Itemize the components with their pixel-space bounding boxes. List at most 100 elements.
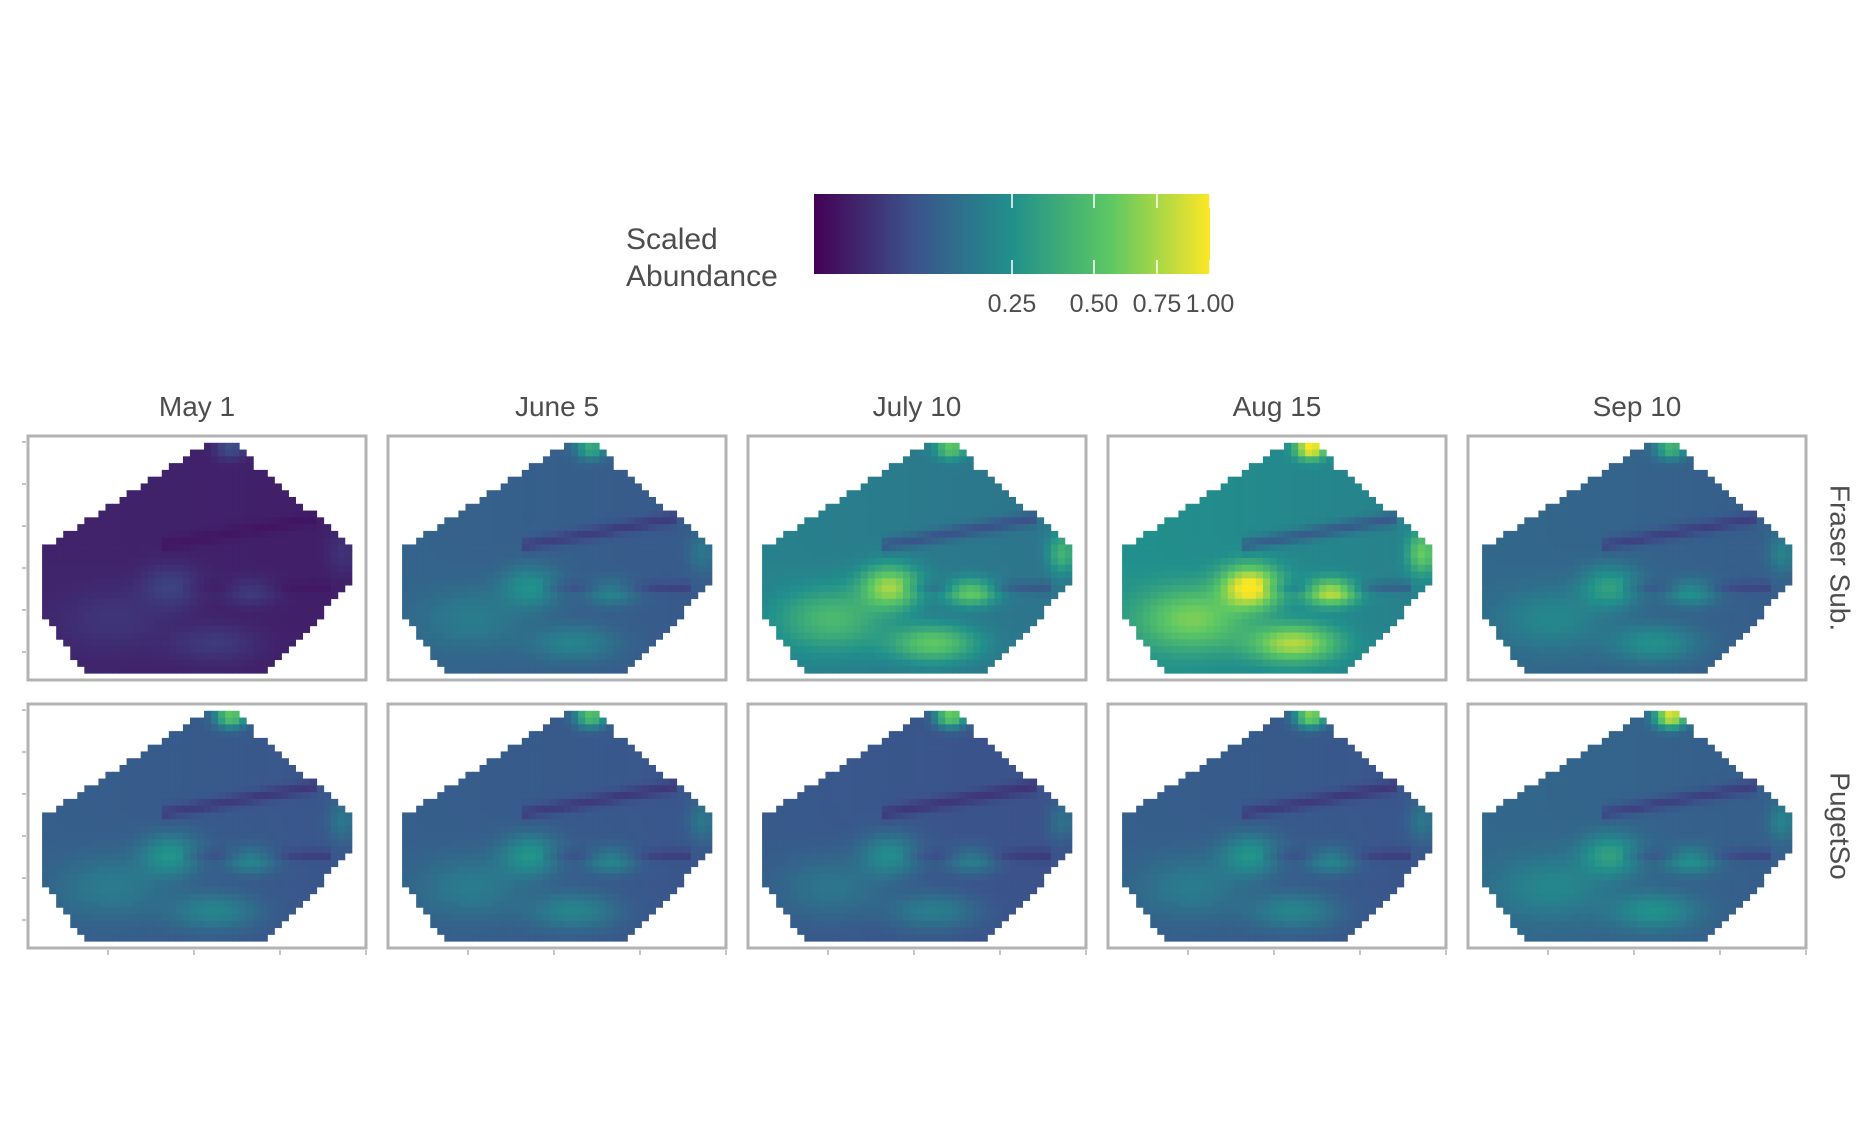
heatmap-cell bbox=[1403, 524, 1412, 532]
heatmap-cell bbox=[197, 558, 205, 566]
heatmap-cell bbox=[1164, 625, 1172, 633]
heatmap-cell bbox=[218, 591, 226, 600]
heatmap-cell bbox=[105, 551, 113, 559]
heatmap-cell bbox=[204, 578, 212, 586]
heatmap-cell bbox=[1234, 483, 1243, 491]
heatmap-cell bbox=[620, 571, 628, 579]
heatmap-cell bbox=[1050, 537, 1059, 545]
heatmap-cell bbox=[790, 530, 798, 539]
heatmap-cell bbox=[874, 578, 883, 586]
heatmap-cell bbox=[952, 619, 960, 627]
heatmap-cell bbox=[811, 585, 819, 593]
heatmap-cell bbox=[302, 612, 311, 620]
heatmap-cell bbox=[1644, 530, 1652, 539]
heatmap-cell bbox=[1171, 612, 1179, 620]
heatmap-cell bbox=[1756, 564, 1765, 572]
heatmap-cell bbox=[634, 639, 642, 647]
heatmap-cell bbox=[1707, 537, 1715, 545]
heatmap-cell bbox=[811, 564, 819, 572]
heatmap-cell bbox=[1029, 551, 1038, 559]
heatmap-cell bbox=[909, 632, 918, 640]
heatmap-cell bbox=[818, 571, 826, 579]
heatmap-cell bbox=[592, 598, 600, 606]
heatmap-cell bbox=[267, 585, 275, 593]
heatmap-cell bbox=[1319, 612, 1327, 620]
heatmap-cell bbox=[860, 646, 869, 654]
heatmap-cell bbox=[1333, 503, 1341, 511]
heatmap-cell bbox=[63, 571, 71, 579]
heatmap-cell bbox=[1178, 578, 1186, 586]
heatmap-cell bbox=[585, 652, 593, 661]
heatmap-cell bbox=[161, 476, 170, 484]
heatmap-cell bbox=[994, 612, 1002, 620]
heatmap-cell bbox=[1305, 517, 1313, 525]
heatmap-cell bbox=[1234, 530, 1243, 539]
heatmap-cell bbox=[924, 578, 932, 586]
heatmap-cell bbox=[938, 517, 946, 525]
heatmap-cell bbox=[1312, 619, 1320, 627]
heatmap-cell bbox=[959, 659, 967, 667]
heatmap-cell bbox=[182, 456, 191, 464]
heatmap-cell bbox=[860, 564, 869, 572]
heatmap-cell bbox=[197, 544, 205, 552]
heatmap-cell bbox=[161, 490, 170, 498]
heatmap-cell bbox=[811, 659, 819, 667]
heatmap-cell bbox=[105, 564, 113, 572]
heatmap-cell bbox=[521, 537, 530, 545]
heatmap-cell bbox=[1157, 524, 1165, 532]
heatmap-cell bbox=[902, 537, 911, 545]
heatmap-cell bbox=[1206, 497, 1215, 505]
heatmap-cell bbox=[211, 564, 219, 572]
heatmap-cell bbox=[1389, 619, 1398, 627]
heatmap-cell bbox=[147, 632, 156, 640]
heatmap-cell bbox=[63, 612, 71, 620]
heatmap-cell bbox=[627, 510, 635, 518]
heatmap-cell bbox=[669, 598, 678, 606]
heatmap-cell bbox=[1503, 558, 1511, 566]
heatmap-cell bbox=[818, 564, 826, 572]
heatmap-cell bbox=[1262, 578, 1271, 586]
heatmap-cell bbox=[1262, 456, 1271, 464]
heatmap-cell bbox=[648, 612, 656, 620]
heatmap-cell bbox=[1566, 497, 1575, 505]
heatmap-cell bbox=[973, 537, 981, 545]
heatmap-cell bbox=[91, 537, 99, 545]
heatmap-cell bbox=[91, 564, 99, 572]
heatmap-cell bbox=[825, 652, 833, 661]
heatmap-cell bbox=[1580, 503, 1589, 511]
heatmap-cell bbox=[189, 503, 198, 511]
heatmap-cell bbox=[535, 666, 544, 674]
heatmap-cell bbox=[846, 571, 855, 579]
heatmap-cell bbox=[1227, 524, 1236, 532]
heatmap-cell bbox=[924, 524, 932, 532]
heatmap-cell bbox=[232, 490, 240, 498]
heatmap-cell bbox=[1206, 652, 1215, 661]
heatmap-cell bbox=[1319, 578, 1327, 586]
heatmap-cell bbox=[239, 639, 247, 647]
heatmap-cell bbox=[1326, 524, 1334, 532]
heatmap-cell bbox=[98, 585, 106, 593]
heatmap-cell bbox=[1227, 497, 1236, 505]
heatmap-cell bbox=[585, 497, 593, 505]
heatmap-cell bbox=[133, 490, 142, 498]
heatmap-cell bbox=[507, 524, 516, 532]
heatmap-cell bbox=[281, 551, 289, 559]
heatmap-cell bbox=[309, 605, 318, 613]
heatmap-cell bbox=[1361, 585, 1369, 593]
heatmap-cell bbox=[683, 524, 692, 532]
heatmap-cell bbox=[613, 551, 621, 559]
heatmap-cell bbox=[182, 537, 191, 545]
heatmap-cell bbox=[606, 463, 614, 471]
heatmap-cell bbox=[1524, 571, 1532, 579]
heatmap-cell bbox=[161, 551, 170, 559]
heatmap-cell bbox=[1262, 497, 1271, 505]
heatmap-cell bbox=[790, 605, 798, 613]
heatmap-cell bbox=[493, 530, 502, 539]
heatmap-cell bbox=[1241, 652, 1250, 661]
heatmap-cell bbox=[1178, 585, 1186, 593]
heatmap-cell bbox=[1008, 639, 1016, 647]
heatmap-cell bbox=[987, 659, 995, 667]
heatmap-cell bbox=[1255, 612, 1264, 620]
heatmap-cell bbox=[409, 571, 417, 579]
heatmap-cell bbox=[549, 646, 558, 654]
